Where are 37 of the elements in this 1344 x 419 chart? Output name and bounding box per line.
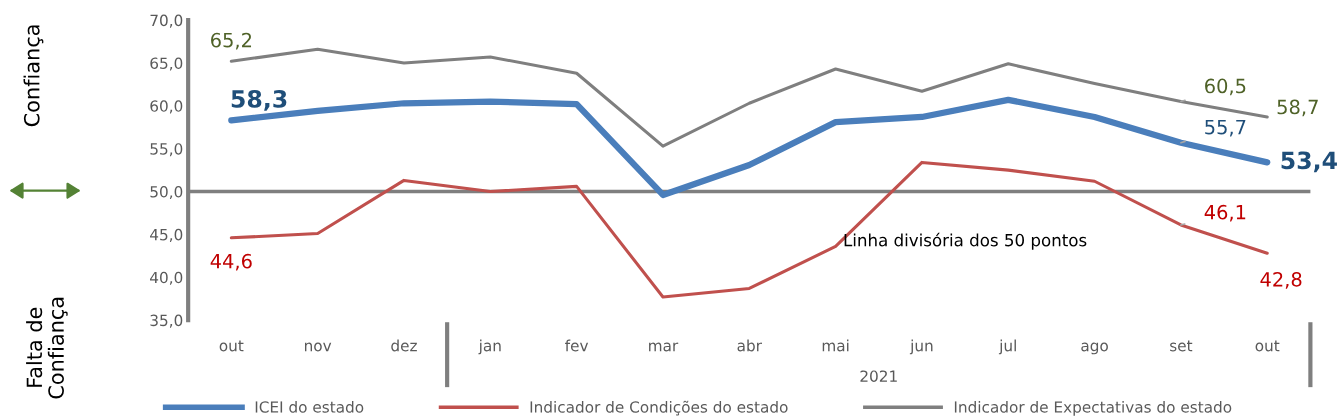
y-tick-label: 60,0 [150, 100, 183, 114]
data-label: 60,5 [1205, 78, 1246, 96]
data-label: 44,6 [210, 253, 252, 271]
legend-label: Indicador de Condições do estado [530, 400, 788, 416]
x-tick-label: set [1170, 340, 1193, 352]
x-tick-label: out [219, 340, 244, 352]
y-tick-label: 55,0 [150, 143, 183, 157]
x-tick-label: mar [649, 342, 679, 352]
annotation: Linha divisória dos 50 pontos [844, 232, 1087, 250]
text: Confiança [23, 25, 44, 127]
data-label: 46,1 [1204, 204, 1246, 222]
text: Falta de Confiança [26, 297, 68, 399]
x-tick-label: fev [565, 339, 589, 352]
data-label: 58,7 [1277, 99, 1318, 117]
data-label: 42,8 [1260, 271, 1302, 289]
x-tick-label: mai [822, 339, 849, 352]
x-tick-label: nov [305, 342, 332, 352]
y-tick-label: 35,0 [150, 314, 183, 328]
x-tick-label: jun [909, 339, 933, 355]
y-tick-label: 65,0 [150, 57, 183, 71]
y-tick-label: 70,0 [150, 14, 183, 28]
legend-label: ICEI do estado [255, 400, 364, 413]
legend-label: Indicador de Expectativas do estado [954, 400, 1232, 416]
y-tick-label: 45,0 [150, 228, 183, 242]
x-tick-label: ago [1081, 342, 1108, 355]
x-tick-label: out [1255, 340, 1280, 352]
x-tick-label: dez [391, 339, 417, 352]
x-tick-label: jul [998, 339, 1016, 355]
data-label: 53,4 [1281, 151, 1337, 173]
x-axis-title: 2021 [860, 370, 897, 382]
data-label: 55,7 [1205, 119, 1246, 137]
data-label: 65,2 [211, 32, 252, 50]
y-tick-label: 50,0 [150, 186, 183, 200]
y-tick-label: 40,0 [150, 271, 183, 285]
x-tick-label: abr [737, 339, 762, 352]
x-tick-label: jan [478, 339, 501, 355]
data-label: 58,3 [231, 89, 287, 111]
